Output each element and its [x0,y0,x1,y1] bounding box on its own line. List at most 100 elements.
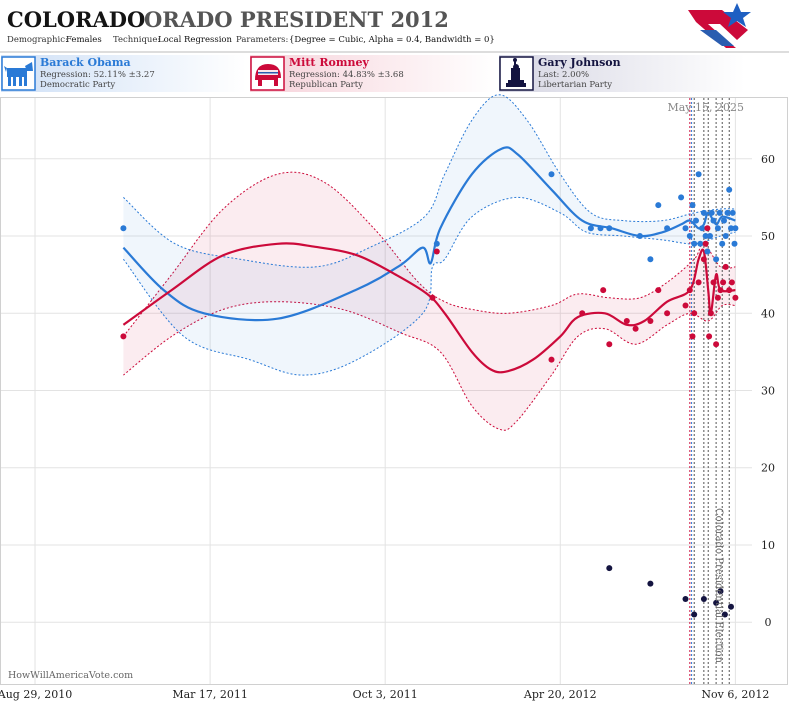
legend-party-johnson: Libertarian Party [538,80,612,90]
technique-label: Technique: [113,35,160,45]
poll-point [728,225,734,232]
poll-point [721,217,727,224]
poll-point [717,287,724,294]
x-tick-label: Oct 3, 2011 [353,688,418,701]
date-label: May 15, 2025 [667,101,744,114]
poll-point [682,302,689,309]
legend-party-obama: Democratic Party [40,80,115,90]
poll-point [691,240,698,247]
elephant-icon [255,64,281,86]
poll-point [695,171,702,178]
x-tick-label: Aug 29, 2010 [0,688,72,701]
poll-point [655,202,662,209]
poll-point [682,596,689,602]
x-tick-label: Nov 6, 2012 [701,688,769,701]
donkey-icon [4,62,33,86]
poll-point [707,310,714,317]
poll-point [708,209,715,216]
poll-point [647,580,654,587]
poll-point [678,194,685,201]
poll-point [726,186,733,193]
poll-point [655,287,662,294]
trend-line [122,146,736,322]
poll-point [710,279,717,286]
y-tick-label: 0 [765,616,772,629]
legend-party-romney: Republican Party [289,80,363,90]
poll-point [433,240,440,247]
poll-point [720,279,727,286]
confidence-band-fill [123,94,736,376]
poll-point [700,596,707,602]
legend-romney: Mitt Romney Regression: 44.83% ±3.68 Rep… [250,55,496,92]
event-lines [689,98,730,684]
poll-point [717,588,724,595]
poll-point [719,240,726,247]
poll-point [710,217,717,224]
poll-point [600,287,607,294]
poll-point [714,225,721,232]
x-tick-label: Apr 20, 2012 [523,688,597,701]
poll-point [729,209,736,216]
y-tick-label: 10 [761,539,775,552]
statue-of-liberty-icon [506,58,526,87]
poll-point [636,233,643,239]
poll-point [713,256,720,263]
poll-point [647,256,654,263]
title-state: COLORADO [7,7,145,32]
title-rest: ORADO PRESIDENT 2012 [144,7,449,32]
trend-line [122,242,736,374]
legend-stat-obama: Regression: 52.11% ±3.27 [40,70,155,80]
poll-point [664,310,671,317]
confidence-bands [123,94,736,431]
poll-point [716,209,723,216]
poll-point [433,248,440,255]
poll-point [732,225,739,232]
poll-point [722,233,729,239]
legend-name-romney: Mitt Romney [289,56,369,69]
poll-point [713,599,720,606]
x-axis: Aug 29, 2010 Mar 17, 2011 Oct 3, 2011 Apr 2… [0,688,769,701]
poll-point [664,225,671,232]
parameters-label: Parameters: [236,35,288,45]
poll-point [686,233,693,239]
y-tick-label: 20 [761,462,775,475]
poll-point [722,263,729,270]
poll-point [623,318,630,324]
poll-point [606,225,613,232]
poll-point [713,341,720,348]
site-logo [688,3,751,48]
poll-point [697,240,704,247]
poll-point [728,279,735,286]
poll-point [548,356,555,363]
legend-stat-johnson: Last: 2.00% [538,70,589,80]
legend-name-johnson: Gary Johnson [538,56,621,69]
y-tick-label: 30 [761,385,775,398]
plot-frame [0,97,788,685]
poll-point [731,240,738,247]
poll-point [732,294,739,301]
demographic-label: Demographic: [7,35,68,45]
poll-point [587,225,594,232]
poll-point [702,240,709,247]
poll-point [606,341,613,348]
y-tick-label: 40 [761,307,775,320]
confidence-band-fill [123,172,736,431]
poll-point [700,209,707,216]
technique-value: Local Regression [158,35,233,45]
poll-point [693,217,699,224]
poll-point [548,171,555,178]
poll-point [682,225,689,232]
poll-point [120,225,127,232]
poll-point [714,294,721,301]
trend-lines [122,146,736,374]
poll-point [724,209,731,216]
legend-name-obama: Barack Obama [40,56,131,69]
poll-point [726,287,733,294]
poll-point [704,225,711,232]
poll-point [632,325,639,332]
poll-point [691,611,698,618]
upper-bound-line [123,171,736,337]
x-tick-label: Mar 17, 2011 [172,688,248,701]
poll-point [695,279,702,286]
